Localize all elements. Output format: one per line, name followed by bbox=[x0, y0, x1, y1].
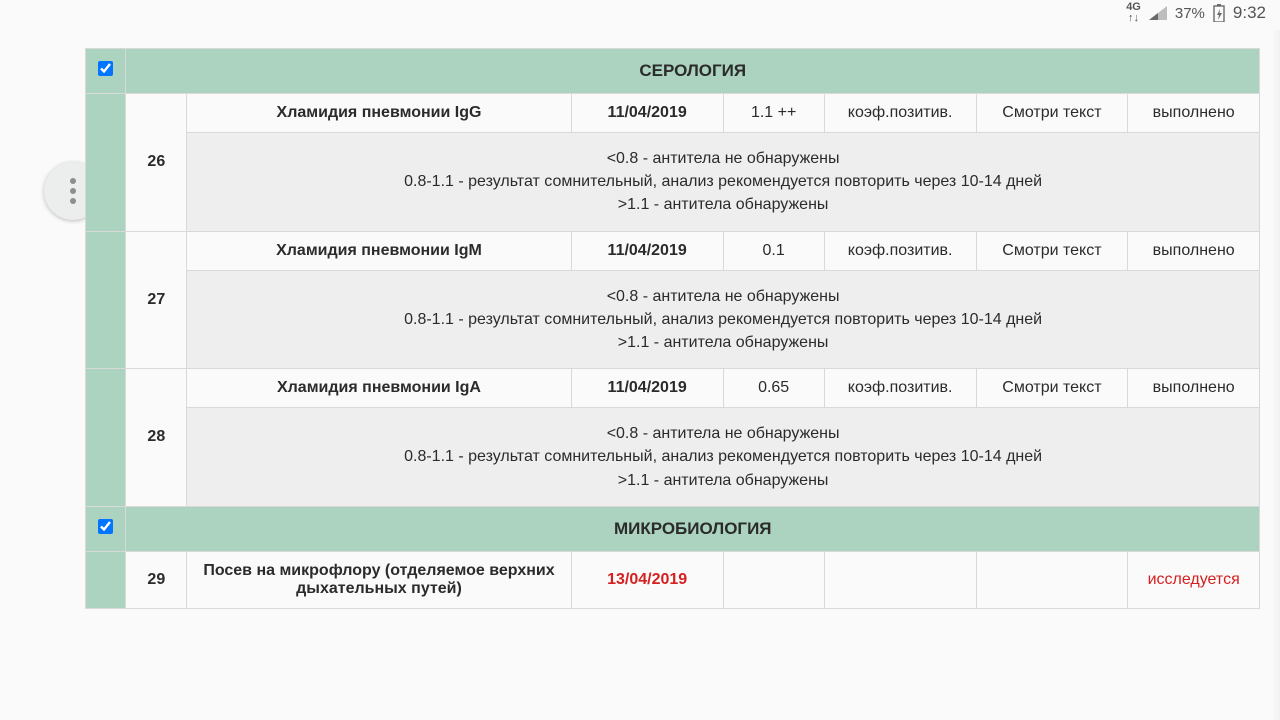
signal-icon bbox=[1149, 6, 1167, 20]
row-checkbox-cell bbox=[86, 369, 126, 507]
test-number: 28 bbox=[126, 369, 187, 507]
test-name: Хламидия пневмонии IgA bbox=[187, 369, 572, 408]
test-value: 1.1 ++ bbox=[723, 94, 824, 133]
test-status: выполнено bbox=[1128, 369, 1260, 408]
category-checkbox-cell[interactable] bbox=[86, 49, 126, 94]
test-name: Хламидия пневмонии IgG bbox=[187, 94, 572, 133]
test-value: 0.65 bbox=[723, 369, 824, 408]
test-unit: коэф.позитив. bbox=[824, 369, 976, 408]
test-value: 0.1 bbox=[723, 231, 824, 270]
category-title: СЕРОЛОГИЯ bbox=[126, 49, 1260, 94]
category-checkbox[interactable] bbox=[98, 519, 113, 534]
row-checkbox-cell bbox=[86, 231, 126, 369]
test-status: исследуется bbox=[1128, 551, 1260, 608]
test-ref: Смотри текст bbox=[976, 94, 1128, 133]
clock: 9:32 bbox=[1233, 3, 1266, 23]
network-4g-icon: 4G ↑↓ bbox=[1126, 2, 1141, 24]
test-ref bbox=[976, 551, 1128, 608]
test-date: 13/04/2019 bbox=[571, 551, 723, 608]
test-number: 26 bbox=[126, 94, 187, 232]
test-date: 11/04/2019 bbox=[571, 94, 723, 133]
test-interpretation: <0.8 - антитела не обнаружены0.8-1.1 - р… bbox=[187, 408, 1260, 507]
test-value bbox=[723, 551, 824, 608]
battery-percent: 37% bbox=[1175, 5, 1205, 22]
category-title: МИКРОБИОЛОГИЯ bbox=[126, 506, 1260, 551]
test-ref: Смотри текст bbox=[976, 231, 1128, 270]
test-number: 27 bbox=[126, 231, 187, 369]
test-unit bbox=[824, 551, 976, 608]
row-checkbox-cell bbox=[86, 94, 126, 232]
category-checkbox-cell[interactable] bbox=[86, 506, 126, 551]
battery-icon bbox=[1213, 4, 1225, 22]
test-interpretation: <0.8 - антитела не обнаружены0.8-1.1 - р… bbox=[187, 270, 1260, 369]
test-date: 11/04/2019 bbox=[571, 231, 723, 270]
test-date: 11/04/2019 bbox=[571, 369, 723, 408]
test-interpretation: <0.8 - антитела не обнаружены0.8-1.1 - р… bbox=[187, 133, 1260, 232]
row-checkbox-cell bbox=[86, 551, 126, 608]
results-table-container: СЕРОЛОГИЯ26Хламидия пневмонии IgG11/04/2… bbox=[85, 48, 1260, 609]
android-status-bar: 4G ↑↓ 37% 9:32 bbox=[1112, 0, 1280, 26]
test-unit: коэф.позитив. bbox=[824, 231, 976, 270]
category-checkbox[interactable] bbox=[98, 61, 113, 76]
results-table: СЕРОЛОГИЯ26Хламидия пневмонии IgG11/04/2… bbox=[85, 48, 1260, 609]
test-number: 29 bbox=[126, 551, 187, 608]
test-unit: коэф.позитив. bbox=[824, 94, 976, 133]
test-ref: Смотри текст bbox=[976, 369, 1128, 408]
scroll-shadow bbox=[1272, 30, 1280, 720]
overflow-icon bbox=[70, 178, 76, 204]
test-name: Посев на микрофлору (отделяемое верхних … bbox=[187, 551, 572, 608]
test-status: выполнено bbox=[1128, 94, 1260, 133]
test-status: выполнено bbox=[1128, 231, 1260, 270]
test-name: Хламидия пневмонии IgM bbox=[187, 231, 572, 270]
